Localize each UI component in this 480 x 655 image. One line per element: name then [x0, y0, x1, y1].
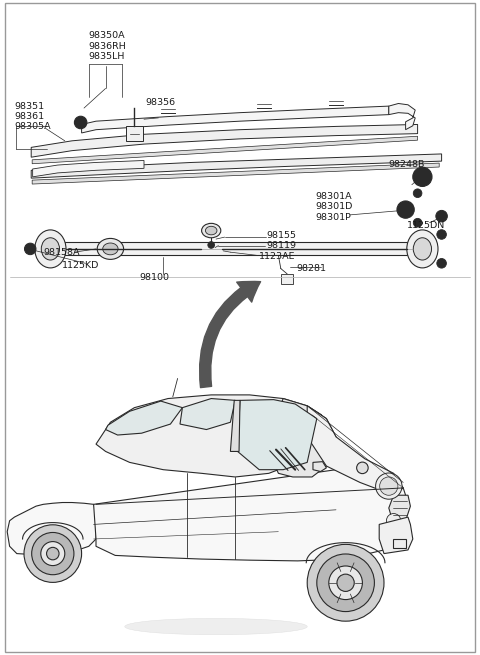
- Circle shape: [402, 206, 409, 214]
- Polygon shape: [32, 163, 439, 184]
- Polygon shape: [31, 124, 418, 157]
- Circle shape: [437, 230, 446, 239]
- Ellipse shape: [407, 230, 438, 268]
- Circle shape: [397, 201, 414, 218]
- Circle shape: [24, 243, 36, 255]
- Text: 98301P: 98301P: [316, 213, 352, 222]
- Circle shape: [418, 172, 427, 181]
- Polygon shape: [269, 398, 336, 477]
- Circle shape: [439, 214, 444, 219]
- Ellipse shape: [413, 238, 432, 260]
- Polygon shape: [379, 517, 413, 553]
- Polygon shape: [389, 103, 415, 130]
- Circle shape: [436, 210, 447, 222]
- Circle shape: [47, 548, 59, 560]
- Text: 98305A: 98305A: [14, 122, 51, 132]
- Polygon shape: [393, 539, 406, 548]
- Bar: [62, 242, 413, 255]
- Polygon shape: [106, 401, 182, 435]
- Text: 98351: 98351: [14, 102, 45, 111]
- Circle shape: [208, 242, 215, 248]
- Ellipse shape: [103, 243, 118, 255]
- Ellipse shape: [41, 238, 60, 260]
- Text: 98301A: 98301A: [316, 192, 352, 201]
- Circle shape: [439, 232, 444, 237]
- Ellipse shape: [386, 514, 401, 528]
- Circle shape: [413, 189, 422, 198]
- Polygon shape: [180, 398, 235, 430]
- Text: 98100: 98100: [139, 273, 169, 282]
- Polygon shape: [313, 462, 326, 472]
- Polygon shape: [389, 495, 410, 525]
- Circle shape: [77, 119, 84, 126]
- Text: 98155: 98155: [266, 231, 296, 240]
- Text: 98119: 98119: [266, 241, 296, 250]
- Polygon shape: [307, 406, 403, 495]
- Polygon shape: [32, 136, 418, 164]
- Ellipse shape: [35, 230, 66, 268]
- Polygon shape: [33, 160, 144, 177]
- Circle shape: [413, 218, 422, 227]
- Ellipse shape: [125, 618, 307, 635]
- Polygon shape: [82, 106, 389, 133]
- Text: 1125KD: 1125KD: [62, 261, 100, 270]
- Text: 98248B: 98248B: [389, 160, 425, 169]
- Text: 98361: 98361: [14, 112, 45, 121]
- Polygon shape: [31, 154, 442, 178]
- Bar: [126, 126, 143, 141]
- Circle shape: [24, 525, 82, 582]
- Text: 9836RH: 9836RH: [89, 42, 127, 51]
- Text: 98301D: 98301D: [316, 202, 353, 212]
- Polygon shape: [96, 395, 322, 477]
- Ellipse shape: [380, 477, 398, 495]
- Circle shape: [413, 167, 432, 187]
- Text: 98356: 98356: [145, 98, 175, 107]
- Circle shape: [357, 462, 368, 474]
- Text: 98158A: 98158A: [43, 248, 80, 257]
- Ellipse shape: [97, 238, 124, 259]
- Circle shape: [439, 261, 444, 266]
- Circle shape: [307, 544, 384, 621]
- Circle shape: [27, 246, 33, 252]
- Circle shape: [32, 533, 74, 574]
- Polygon shape: [7, 502, 96, 555]
- Circle shape: [74, 116, 87, 129]
- Ellipse shape: [375, 473, 402, 499]
- Bar: [281, 274, 293, 284]
- Polygon shape: [230, 400, 240, 451]
- Text: 1125DN: 1125DN: [407, 221, 445, 230]
- FancyArrowPatch shape: [200, 282, 261, 388]
- Circle shape: [437, 259, 446, 268]
- Text: 98281: 98281: [297, 264, 326, 273]
- Circle shape: [337, 574, 354, 591]
- Text: 1123AE: 1123AE: [259, 252, 295, 261]
- Text: 9835LH: 9835LH: [89, 52, 125, 62]
- Ellipse shape: [205, 226, 217, 234]
- Circle shape: [41, 542, 65, 566]
- Text: 98350A: 98350A: [89, 31, 125, 41]
- Circle shape: [317, 554, 374, 612]
- Polygon shape: [94, 470, 408, 561]
- Circle shape: [329, 566, 362, 599]
- Ellipse shape: [202, 223, 221, 238]
- Polygon shape: [238, 400, 317, 470]
